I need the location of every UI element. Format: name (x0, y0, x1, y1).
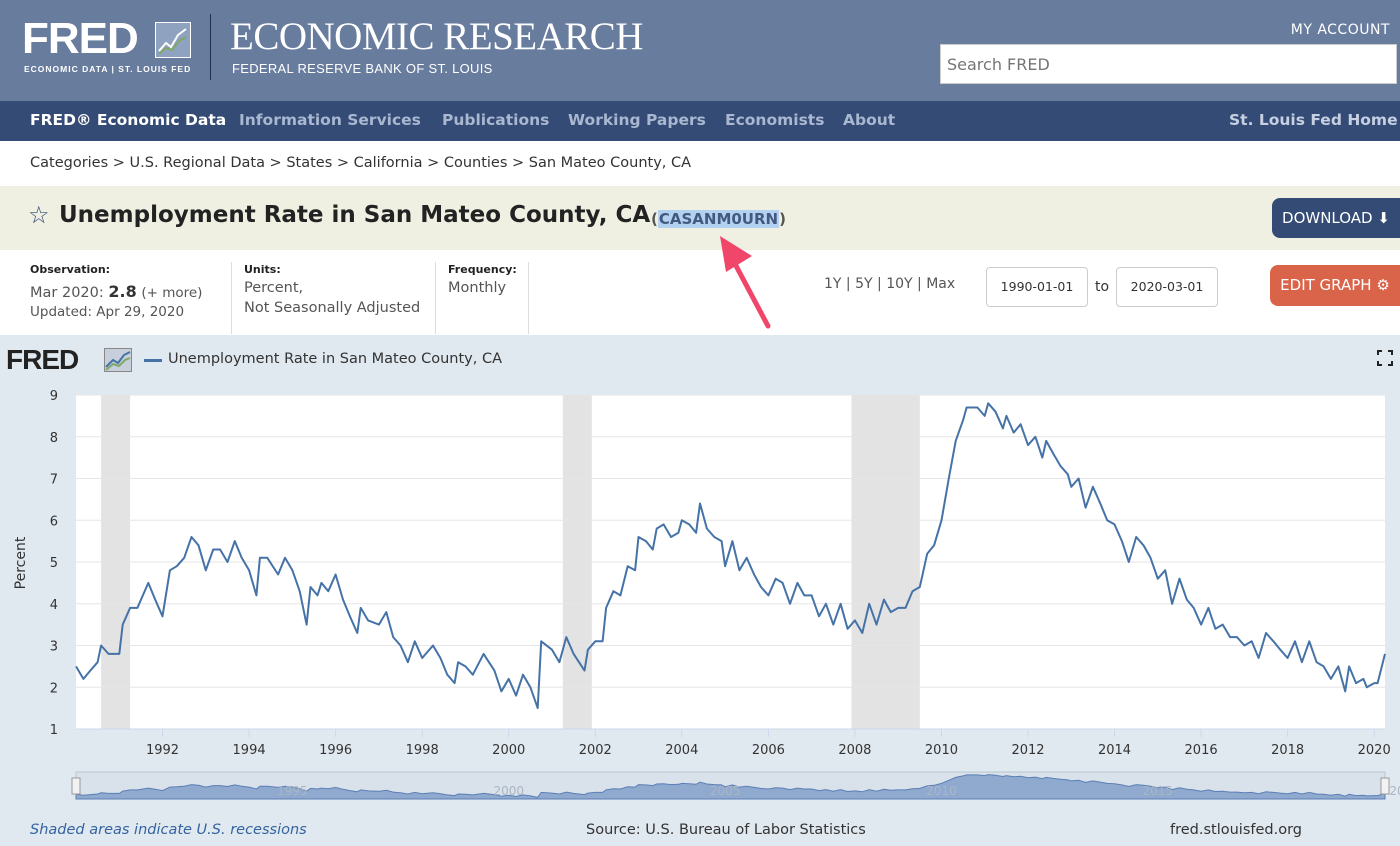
nav-item-working-papers[interactable]: Working Papers (568, 111, 706, 129)
observation-line: Mar 2020: 2.8 (+ more) (30, 282, 202, 301)
x-tick-label: 2012 (1011, 743, 1044, 758)
navigator-tick-label: 2000 (493, 784, 524, 798)
annotation-arrow (720, 236, 771, 329)
x-tick-label: 2000 (492, 743, 525, 758)
observation-label: Observation: (30, 263, 111, 276)
y-tick-label: 5 (50, 556, 58, 571)
x-tick-label: 1998 (406, 743, 439, 758)
main-nav (0, 101, 1400, 141)
x-tick-label: 1994 (233, 743, 266, 758)
data-source[interactable]: Source: U.S. Bureau of Labor Statistics (586, 822, 866, 838)
my-account-link[interactable]: MY ACCOUNT (1290, 22, 1390, 38)
download-icon: ⬇ (1377, 209, 1390, 227)
nav-item-economists[interactable]: Economists (725, 111, 825, 129)
navigator-series (75, 774, 1386, 800)
x-tick-label: 2020 (1358, 743, 1391, 758)
y-tick-label: 6 (50, 514, 58, 529)
updated-date: Updated: Apr 29, 2020 (30, 304, 185, 320)
date-from-input[interactable]: 1990-01-01 (986, 267, 1088, 307)
navigator-tick-label: 1995 (277, 784, 308, 798)
range-buttons: 1Y | 5Y | 10Y | Max (824, 276, 956, 292)
frequency-value: Monthly (448, 280, 507, 296)
x-tick-label: 2004 (665, 743, 698, 758)
navigator-tick-label: 2005 (710, 784, 741, 798)
y-tick-label: 7 (50, 473, 58, 488)
header-divider (210, 14, 211, 80)
series-line[interactable] (75, 402, 1386, 710)
navigator-tick-label: 20 (1389, 784, 1400, 798)
date-to-label: to (1095, 279, 1110, 295)
fred-logo-subtext: ECONOMIC DATA | ST. LOUIS FED (24, 64, 192, 74)
x-axis-ticks: 1992 1994 1996 1998 2000 2002 2004 2006 2008 2010… (146, 729, 1391, 758)
x-tick-label: 2006 (752, 743, 785, 758)
y-tick-label: 1 (50, 723, 58, 738)
legend-swatch (144, 359, 162, 362)
observation-value: 2.8 (108, 282, 137, 301)
navigator-handle[interactable] (71, 777, 81, 795)
x-tick-label: 2016 (1185, 743, 1218, 758)
series-line-path[interactable] (75, 402, 1386, 710)
frequency-label: Frequency: (448, 263, 517, 276)
x-tick-label: 2014 (1098, 743, 1131, 758)
edit-graph-button[interactable]: EDIT GRAPH ⚙ (1270, 265, 1400, 306)
nav-item-about[interactable]: About (843, 111, 896, 129)
gridlines (76, 394, 1385, 730)
x-tick-label: 2002 (579, 743, 612, 758)
y-axis-ticks: 1 2 3 4 5 6 7 8 9 (50, 389, 58, 738)
x-tick-label: 2010 (925, 743, 958, 758)
y-axis-label: Percent (13, 536, 29, 589)
edit-graph-label: EDIT GRAPH (1280, 276, 1372, 294)
chart-logo-icon (104, 348, 132, 372)
y-tick-label: 9 (50, 389, 58, 404)
breadcrumb[interactable]: Categories > U.S. Regional Data > States… (30, 155, 692, 171)
info-divider (435, 262, 436, 334)
x-tick-label: 1996 (319, 743, 352, 758)
nav-item-fred-economic-data[interactable]: FRED® Economic Data (30, 111, 227, 129)
unemployment-chart[interactable]: 1 2 3 4 5 6 7 8 9 1992 1994 1996 1998 2000 2002 2004 20… (0, 385, 1400, 805)
observation-more-link[interactable]: (+ more) (141, 285, 203, 301)
x-tick-label: 1992 (146, 743, 179, 758)
series-id[interactable]: CASANM0URN (657, 210, 780, 228)
download-label: DOWNLOAD (1282, 209, 1373, 227)
date-to-input[interactable]: 2020-03-01 (1116, 267, 1218, 307)
range-10y-button[interactable]: 10Y (886, 276, 913, 292)
series-title: Unemployment Rate in San Mateo County, C… (59, 202, 651, 228)
y-tick-label: 2 (50, 681, 58, 696)
info-divider (528, 262, 529, 334)
y-tick-label: 8 (50, 431, 58, 446)
range-5y-button[interactable]: 5Y (855, 276, 873, 292)
navigator-tick-label: 2010 (926, 784, 957, 798)
range-max-button[interactable]: Max (926, 276, 956, 292)
chart-navigator[interactable]: 1995 2000 2005 2010 2015 20 (71, 771, 1400, 800)
header-subtitle: FEDERAL RESERVE BANK OF ST. LOUIS (232, 61, 493, 76)
recessions-note: Shaded areas indicate U.S. recessions (30, 822, 307, 838)
fred-logo-chart-icon[interactable] (155, 22, 191, 58)
navigator-handle[interactable] (1380, 777, 1390, 795)
observation-date: Mar 2020: (30, 285, 104, 301)
nav-item-publications[interactable]: Publications (442, 111, 550, 129)
header-title[interactable]: ECONOMIC RESEARCH (230, 15, 643, 58)
nav-item-st-louis-fed-home[interactable]: St. Louis Fed Home (1229, 111, 1398, 129)
info-divider (231, 262, 232, 334)
chart-fred-logo: FRED (6, 344, 79, 375)
gear-icon: ⚙ (1376, 276, 1390, 294)
search-input[interactable] (940, 44, 1397, 84)
x-tick-label: 2018 (1271, 743, 1304, 758)
navigator-tick-label: 2015 (1143, 784, 1174, 798)
fred-logo[interactable]: FRED (22, 14, 139, 63)
y-tick-label: 4 (50, 598, 58, 613)
series-id-wrapper: (CASANM0URN) (651, 210, 786, 228)
range-1y-button[interactable]: 1Y (824, 276, 842, 292)
fullscreen-icon[interactable] (1377, 350, 1393, 366)
download-button[interactable]: DOWNLOAD ⬇ (1272, 198, 1400, 238)
fred-url[interactable]: fred.stlouisfed.org (1170, 822, 1303, 838)
units-line-1: Percent, (244, 280, 304, 296)
x-tick-label: 2008 (838, 743, 871, 758)
nav-item-information-services[interactable]: Information Services (239, 111, 421, 129)
units-label: Units: (244, 263, 281, 276)
units-line-2: Not Seasonally Adjusted (244, 300, 421, 316)
y-tick-label: 3 (50, 640, 58, 655)
star-icon[interactable]: ☆ (28, 201, 50, 229)
chart-legend-label[interactable]: Unemployment Rate in San Mateo County, C… (168, 351, 503, 367)
